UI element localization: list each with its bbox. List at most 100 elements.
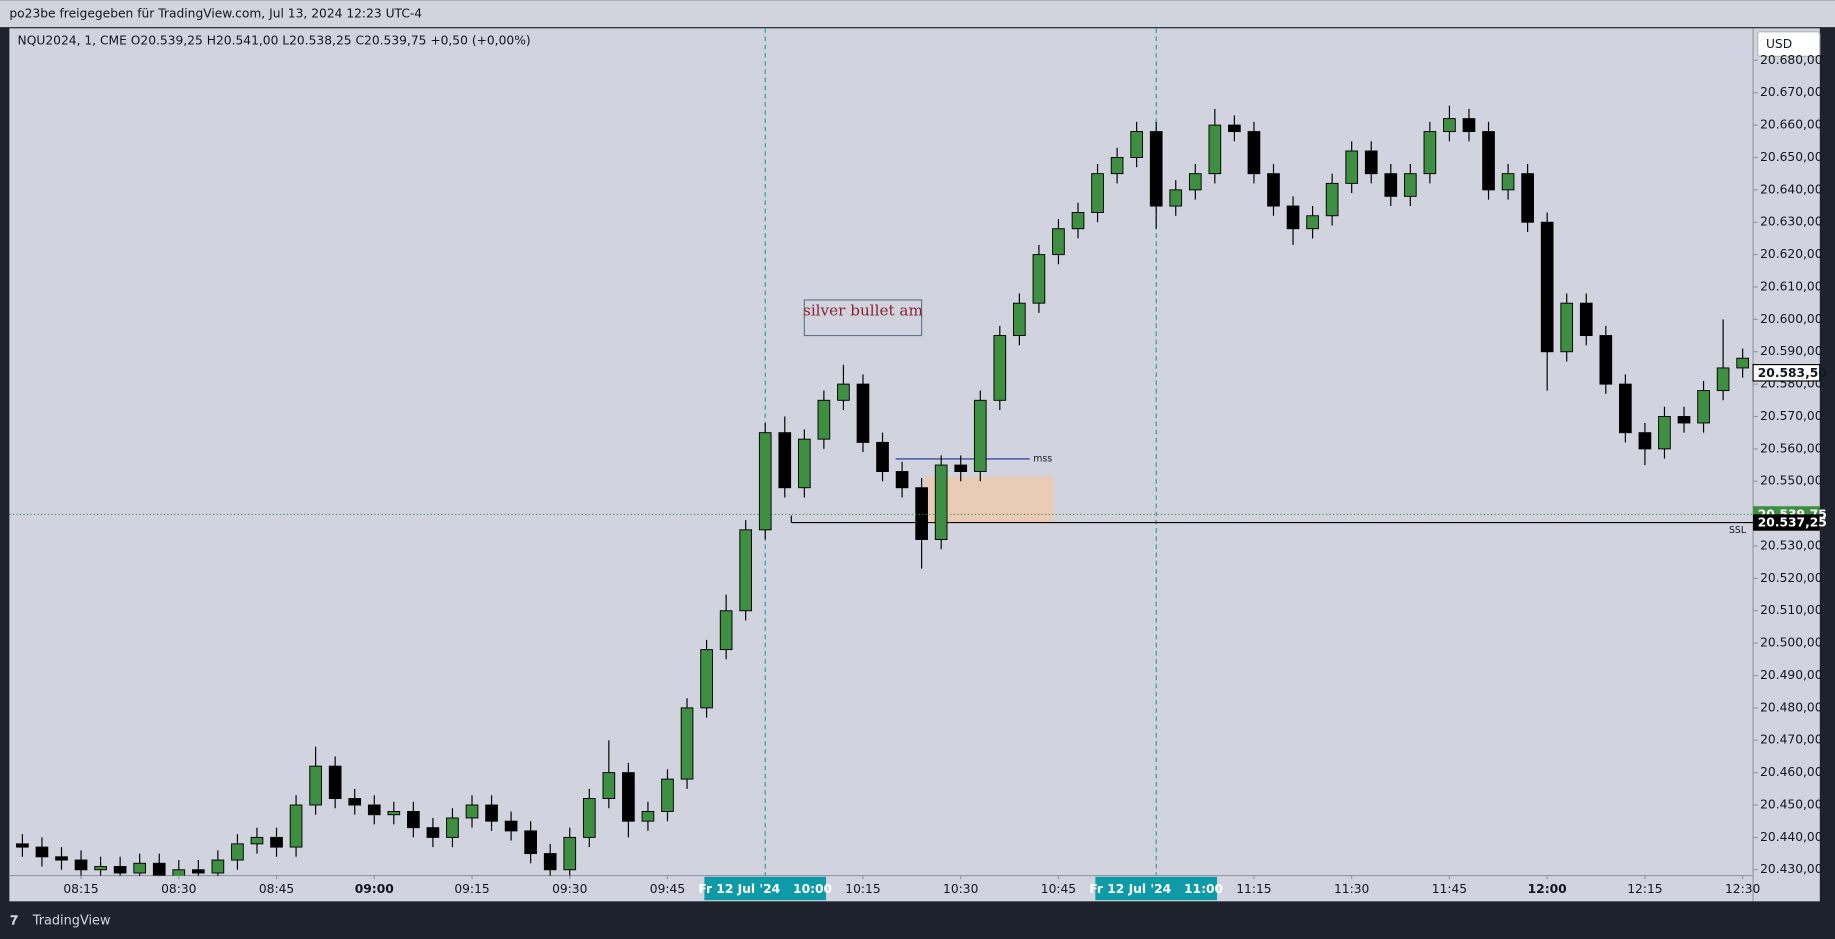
y-tick-label: 20.490,00: [1760, 668, 1822, 682]
candle-body: [661, 778, 674, 812]
candle-body: [1677, 416, 1691, 424]
candle-body: [1052, 228, 1065, 256]
session-label: Fr 12 Jul '24 10:00: [698, 882, 832, 896]
price-label-bg: [1752, 364, 1821, 382]
x-tick-label: 11:30: [1334, 882, 1369, 896]
y-tick-label: 20.610,00: [1760, 279, 1822, 293]
y-tick-label: 20.630,00: [1760, 215, 1822, 229]
candle-body: [797, 438, 811, 489]
candle-body: [1540, 221, 1554, 353]
candle-body: [1013, 302, 1026, 337]
candle-body: [1169, 189, 1183, 207]
time-axis: [9, 875, 1754, 902]
candle-body: [309, 765, 322, 806]
candle-body: [270, 836, 283, 848]
y-tick-label: 20.520,00: [1760, 571, 1822, 585]
candle-body: [250, 836, 264, 845]
y-tick-label: 20.640,00: [1760, 182, 1822, 196]
candle-body: [1658, 416, 1671, 450]
y-tick-label: 20.660,00: [1760, 118, 1822, 132]
x-tick-label: 09:00: [355, 882, 394, 896]
candle-body: [348, 798, 362, 806]
candle-body: [367, 804, 381, 816]
price-axis: [1753, 28, 1820, 902]
x-tick-label: 09:15: [454, 882, 489, 896]
candle-body: [1208, 124, 1222, 175]
candle-body: [1384, 173, 1398, 197]
candle-body: [1325, 182, 1339, 217]
candle-body: [895, 471, 909, 489]
candle-body: [817, 399, 831, 440]
candle-body: [16, 843, 29, 848]
candle-body: [915, 487, 928, 540]
x-tick-label: 11:15: [1236, 882, 1271, 896]
header-text: po23be freigegeben für TradingView.com, …: [9, 7, 422, 21]
candle-body: [113, 866, 127, 874]
candle-body: [1267, 173, 1280, 207]
y-tick-label: 20.670,00: [1760, 85, 1822, 99]
x-tick-label: 12:30: [1725, 882, 1760, 896]
candle-body: [1032, 254, 1046, 304]
candle-body: [152, 862, 166, 876]
candle-body: [1364, 150, 1378, 175]
candle-body: [289, 804, 303, 848]
candle-body: [55, 856, 68, 861]
candle-body: [1071, 212, 1085, 230]
candle-body: [1228, 124, 1241, 133]
candle-body: [328, 765, 342, 800]
candle-body: [1736, 357, 1749, 369]
candle-body: [1443, 118, 1456, 133]
ssl-label: SSL: [1729, 525, 1747, 536]
session-label-bg: [1095, 876, 1218, 901]
candle-body: [934, 464, 948, 540]
y-tick-label: 20.480,00: [1760, 700, 1822, 714]
candle-body: [485, 804, 498, 822]
candle-body: [446, 817, 459, 838]
candle-body: [387, 811, 401, 816]
text-box-label: silver bullet am: [803, 302, 923, 320]
text-box: [803, 299, 923, 337]
candle-body: [680, 707, 694, 780]
candles: [9, 28, 1754, 876]
x-tick-label: 08:45: [259, 882, 294, 896]
legend: NQU2024, 1, CME O20.539,25 H20.541,00 L2…: [18, 34, 531, 48]
candle-body: [94, 866, 107, 871]
candle-body: [1697, 390, 1710, 424]
candle-body: [563, 836, 577, 871]
y-tick-label: 20.530,00: [1760, 538, 1822, 552]
candle-body: [1091, 173, 1104, 213]
candle-body: [543, 853, 557, 871]
candle-body: [1345, 150, 1359, 184]
footer-brand: TradingView: [32, 914, 111, 929]
candle-body: [407, 811, 420, 829]
y-tick-label: 20.650,00: [1760, 150, 1822, 164]
candle-body: [1149, 131, 1163, 207]
candle-body: [74, 859, 88, 871]
y-tick-label: 20.570,00: [1760, 409, 1822, 423]
candle-body: [191, 869, 205, 874]
candle-body: [1110, 157, 1124, 175]
candle-body: [856, 383, 870, 443]
candle-body: [1247, 131, 1261, 175]
y-tick-label: 20.600,00: [1760, 312, 1822, 326]
price-label-bg: [1753, 514, 1820, 531]
price-label: 20.537,25: [1758, 516, 1827, 530]
candle-body: [133, 862, 147, 874]
candle-body: [1188, 173, 1202, 191]
y-tick-label: 20.680,00: [1760, 53, 1822, 67]
candle-body: [973, 399, 987, 473]
y-tick-label: 20.450,00: [1760, 798, 1822, 812]
y-tick-label: 20.430,00: [1760, 862, 1822, 876]
mss-label: mss: [1033, 453, 1052, 464]
x-tick-label: 09:45: [650, 882, 685, 896]
candle-body: [1286, 205, 1300, 230]
header-bar: [0, 0, 1835, 28]
candle-body: [876, 441, 889, 473]
candle-body: [1638, 432, 1652, 450]
candle-body: [1579, 302, 1593, 337]
session-label-bg: [704, 876, 827, 901]
y-tick-label: 20.620,00: [1760, 247, 1822, 261]
y-tick-label: 20.560,00: [1760, 441, 1822, 455]
